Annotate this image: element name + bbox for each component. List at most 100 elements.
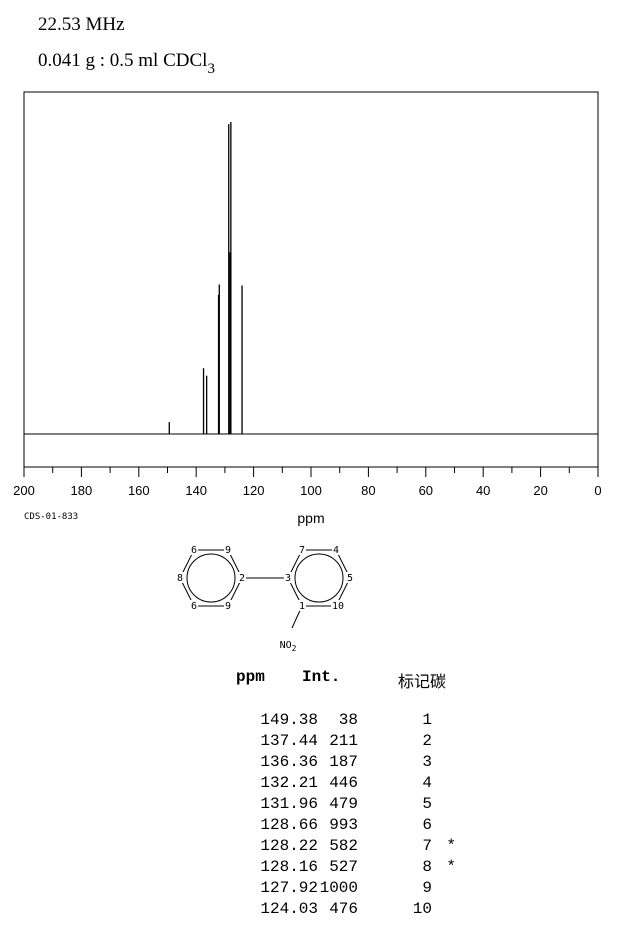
table-row: 137.44 211 2 <box>218 731 456 752</box>
atom-label-bg <box>298 544 306 555</box>
table-row: 128.22 582 7 * <box>218 836 456 857</box>
atom-label: 8 <box>177 573 183 584</box>
atom-label-bg <box>346 572 354 583</box>
x-axis-ticks <box>23 467 599 477</box>
x-tick-label: 100 <box>300 483 322 498</box>
cell-mark <box>432 794 456 815</box>
cell-ppm: 124.03 <box>260 900 318 918</box>
cell-int: 446 <box>329 774 358 792</box>
atom-label: 9 <box>225 545 231 556</box>
cell-int: 479 <box>329 795 358 813</box>
left-ring-circle <box>186 553 236 603</box>
nmr-spectrum-chart: 200 180 160 140 120 100 80 60 40 20 0 ppm <box>13 91 602 526</box>
cell-mark <box>432 899 456 920</box>
cell-mark <box>432 752 456 773</box>
atom-label: 4 <box>333 545 339 556</box>
cell-mark <box>432 710 456 731</box>
atom-label-bg <box>224 600 232 611</box>
table-row: 131.96 479 5 <box>218 794 456 815</box>
x-tick-label: 40 <box>476 483 490 498</box>
table-row: 128.16 527 8 * <box>218 857 456 878</box>
atom-label-bg <box>238 572 246 583</box>
x-tick-label: 180 <box>71 483 93 498</box>
cell-ppm: 149.38 <box>260 711 318 729</box>
atom-label: 5 <box>347 573 353 584</box>
x-tick-label: 80 <box>361 483 375 498</box>
atom-label-bg <box>190 544 198 555</box>
atom-label-bg <box>331 600 345 611</box>
cell-ppm: 128.22 <box>260 837 318 855</box>
atom-label: 6 <box>191 545 197 556</box>
cell-ppm: 127.92 <box>260 879 318 897</box>
cell-mark <box>432 878 456 899</box>
cell-mark: * <box>446 837 456 855</box>
spectrum-peaks <box>168 122 243 434</box>
table-row: 127.92 1000 9 <box>218 878 456 899</box>
cell-int: 1000 <box>319 879 358 897</box>
x-tick-label: 160 <box>128 483 150 498</box>
x-tick-label: 140 <box>185 483 207 498</box>
atom-label: 10 <box>332 601 344 612</box>
table-row: 132.21 446 4 <box>218 773 456 794</box>
x-tick-label: 0 <box>594 483 601 498</box>
cell-mark <box>432 731 456 752</box>
cell-ppm: 132.21 <box>260 774 318 792</box>
sample-subscript: 3 <box>207 61 215 77</box>
cell-int: 38 <box>338 711 358 729</box>
atom-label: 7 <box>299 545 305 556</box>
cell-ppm: 131.96 <box>260 795 318 813</box>
cell-assign: 8 <box>422 858 432 876</box>
cell-mark <box>432 773 456 794</box>
cell-assign: 9 <box>422 879 432 897</box>
table-row: 128.66 993 6 <box>218 815 456 836</box>
cell-assign: 1 <box>422 711 432 729</box>
x-axis-title: ppm <box>297 510 324 526</box>
atom-label: 1 <box>299 601 305 612</box>
column-header-assign: 标记碳 <box>398 672 447 691</box>
spectrum-code: CDS-01-833 <box>24 512 79 522</box>
atom-label-bg <box>224 544 232 555</box>
cell-mark <box>432 815 456 836</box>
atom-label: 2 <box>239 573 245 584</box>
structure-diagram: 6 9 8 2 6 9 7 4 3 5 1 10 NO2 <box>176 544 354 653</box>
cell-assign: 10 <box>412 900 432 918</box>
cell-int: 476 <box>329 900 358 918</box>
cell-mark: * <box>446 858 456 876</box>
cell-int: 993 <box>329 816 358 834</box>
cell-int: 187 <box>329 753 358 771</box>
cell-ppm: 128.66 <box>260 816 318 834</box>
plot-frame <box>23 91 599 468</box>
cell-assign: 4 <box>422 774 432 792</box>
atom-label-bg <box>176 572 184 583</box>
cell-assign: 6 <box>422 816 432 834</box>
cell-assign: 2 <box>422 732 432 750</box>
x-tick-label: 120 <box>243 483 265 498</box>
column-header-ppm: ppm <box>236 668 265 686</box>
cell-int: 582 <box>329 837 358 855</box>
cell-assign: 5 <box>422 795 432 813</box>
table-row: 136.36 187 3 <box>218 752 456 773</box>
atom-label-bg <box>284 572 292 583</box>
atom-label: 6 <box>191 601 197 612</box>
sample-main-text: 0.041 g : 0.5 ml CDCl <box>38 50 208 71</box>
cell-int: 527 <box>329 858 358 876</box>
atom-label-bg <box>332 544 340 555</box>
column-header-int: Int. <box>302 668 341 686</box>
atom-label-bg <box>190 600 198 611</box>
x-tick-label: 20 <box>533 483 547 498</box>
right-ring-bonds <box>287 549 351 607</box>
left-ring-bonds <box>179 549 243 607</box>
nitro-label: NO2 <box>280 640 297 653</box>
x-axis-tick-labels: 200 180 160 140 120 100 80 60 40 20 0 <box>13 483 601 498</box>
table-row: 124.03 476 10 <box>218 899 456 920</box>
atom-label: 9 <box>225 601 231 612</box>
cell-assign: 3 <box>422 753 432 771</box>
atom-label: 3 <box>285 573 291 584</box>
cell-assign: 7 <box>422 837 432 855</box>
cell-ppm: 137.44 <box>260 732 318 750</box>
frequency-label: 22.53 MHz <box>38 14 125 35</box>
sample-label: 0.041 g : 0.5 ml CDCl3 <box>38 50 215 78</box>
x-tick-label: 200 <box>13 483 35 498</box>
cell-ppm: 128.16 <box>260 858 318 876</box>
x-tick-label: 60 <box>419 483 433 498</box>
